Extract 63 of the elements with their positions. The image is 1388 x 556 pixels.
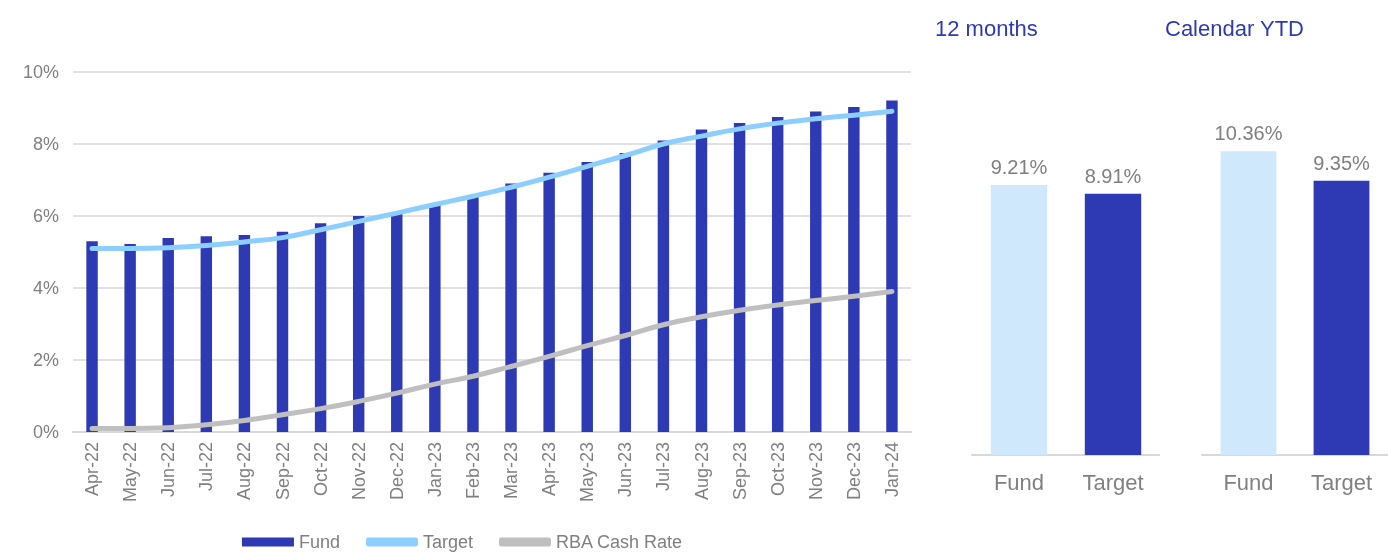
bar <box>124 244 136 432</box>
bar <box>657 140 670 432</box>
bar <box>581 162 593 432</box>
y-tick-label: 10% <box>22 62 59 82</box>
x-tick-label: Target <box>1310 469 1373 495</box>
bar <box>886 100 898 432</box>
bar <box>771 117 784 432</box>
y-tick-label: 8% <box>32 134 59 154</box>
x-tick-label: Feb-23 <box>462 442 483 500</box>
data-label: 9.35% <box>1313 151 1371 174</box>
x-tick-label: Aug-23 <box>691 442 712 501</box>
x-tick-label: Sep-23 <box>729 442 750 501</box>
bar <box>200 236 213 432</box>
x-tick-label: Fund <box>993 469 1045 495</box>
x-tick-label: Apr-23 <box>539 442 560 497</box>
x-tick-label: Jun-22 <box>158 442 179 498</box>
x-tick-label: Nov-23 <box>805 442 826 501</box>
x-tick-label: Jan-24 <box>881 442 902 498</box>
x-tick-label: May-22 <box>120 442 141 503</box>
x-tick-label: Aug-22 <box>234 442 255 501</box>
bar <box>162 237 174 432</box>
bar <box>733 123 746 432</box>
legend-label: Fund <box>298 532 340 552</box>
bar <box>848 106 860 432</box>
x-tick-label: Target <box>1082 469 1144 495</box>
x-tick-label: Jun-23 <box>615 442 636 498</box>
bar <box>391 212 403 432</box>
bar <box>543 172 555 432</box>
x-tick-label: Sep-22 <box>272 442 293 501</box>
bar <box>695 129 708 432</box>
y-tick-label: 4% <box>32 278 59 298</box>
y-tick-label: 0% <box>32 422 59 442</box>
x-tick-label: Oct-22 <box>310 442 331 497</box>
bar <box>467 196 479 432</box>
legend-label: Target <box>422 532 473 552</box>
x-tick-label: Mar-23 <box>501 442 522 500</box>
legend-label: RBA Cash Rate <box>556 532 683 552</box>
x-tick-label: Nov-22 <box>348 442 369 501</box>
bar <box>276 231 289 432</box>
x-tick-label: May-23 <box>577 442 598 503</box>
bar <box>505 183 517 432</box>
bar <box>314 223 327 432</box>
chart-title: 12 months <box>935 15 1038 41</box>
y-tick-label: 2% <box>32 350 59 370</box>
x-tick-label: Oct-23 <box>767 442 788 497</box>
x-tick-label: Jul-23 <box>653 442 674 492</box>
x-tick-label: Fund <box>1223 469 1274 495</box>
y-tick-label: 6% <box>32 206 59 226</box>
bar <box>238 235 251 432</box>
bar <box>429 203 441 432</box>
x-tick-label: Dec-22 <box>386 442 407 501</box>
data-label: 8.91% <box>1084 164 1142 187</box>
x-tick-label: Jul-22 <box>196 442 217 492</box>
bar <box>86 241 98 432</box>
x-tick-label: Jan-23 <box>424 442 445 498</box>
chart-title: Calendar YTD <box>1165 15 1304 41</box>
x-tick-label: Dec-23 <box>843 442 864 501</box>
x-tick-label: Apr-22 <box>82 442 103 497</box>
bar <box>619 153 632 432</box>
data-label: 9.21% <box>990 155 1048 178</box>
bar <box>352 216 365 432</box>
data-label: 10.36% <box>1214 122 1283 145</box>
bar <box>810 111 822 432</box>
